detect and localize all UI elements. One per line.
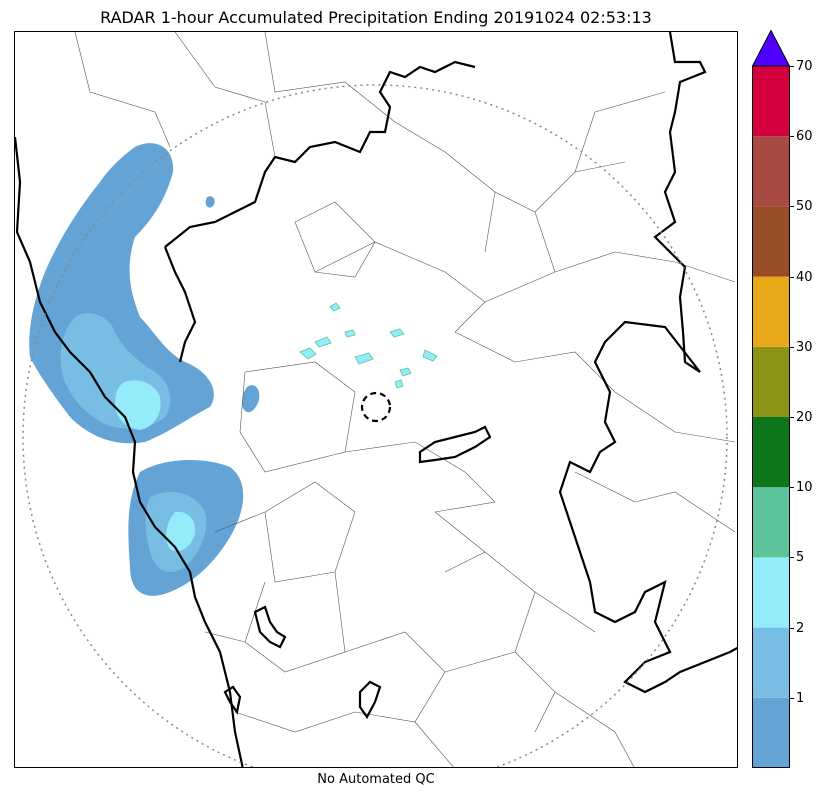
- colorbar-extend-arrow: [752, 30, 790, 67]
- precipitation-field: [29, 143, 438, 596]
- colorbar-bin: [752, 206, 790, 277]
- chart-title: RADAR 1-hour Accumulated Precipitation E…: [100, 8, 652, 27]
- colorbar-tick-label: 70: [796, 59, 813, 74]
- precip-peak-south: [166, 511, 196, 552]
- colorbar-tick-mark: [790, 346, 794, 348]
- colorbar-tick-mark: [790, 66, 794, 67]
- colorbar-bin: [752, 136, 790, 207]
- state-boundaries: [15, 32, 737, 767]
- colorbar-tick-label: 10: [796, 480, 813, 496]
- colorbar-tick-label: 2: [796, 620, 805, 636]
- colorbar-bin: [752, 487, 790, 558]
- colorbar-tick-label: 30: [796, 339, 813, 355]
- colorbar-tick-mark: [790, 557, 794, 559]
- colorbar-bin: [752, 697, 790, 768]
- colorbar-bin: [752, 346, 790, 417]
- colorbar-tick-label: 60: [796, 129, 813, 145]
- map-canvas: [15, 32, 737, 767]
- precip-speck: [205, 196, 215, 208]
- colorbar-bin: [752, 66, 790, 137]
- colorbar-tick-label: 5: [796, 550, 805, 566]
- radar-map[interactable]: [14, 31, 738, 768]
- colorbar-tick-mark: [790, 276, 794, 278]
- colorbar-bin: [752, 557, 790, 628]
- radar-range-ring: [22, 84, 728, 767]
- colorbar-tick-mark: [790, 136, 794, 138]
- colorbar-tick-mark: [790, 417, 794, 418]
- colorbar-tick-mark: [790, 697, 794, 699]
- colorbar-bin: [752, 417, 790, 488]
- precip-small-cell: [242, 385, 260, 413]
- colorbar-tick-label: 20: [796, 410, 813, 425]
- colorbar-bin: [752, 627, 790, 698]
- colorbar: [752, 30, 790, 768]
- colorbar-tick-mark: [790, 487, 794, 489]
- county-boundaries: [74, 32, 736, 767]
- colorbar-tick-label: 50: [796, 199, 813, 215]
- colorbar-tick-label: 40: [796, 269, 813, 285]
- colorbar-tick-mark: [790, 206, 794, 208]
- qc-note: No Automated QC: [317, 772, 435, 787]
- colorbar-tick-mark: [790, 627, 794, 629]
- colorbar-tick-label: 1: [796, 690, 805, 706]
- radar-site-marker: [360, 391, 392, 423]
- precip-scattered-cells: [299, 302, 438, 389]
- colorbar-border: [752, 65, 790, 768]
- colorbar-bin: [752, 276, 790, 347]
